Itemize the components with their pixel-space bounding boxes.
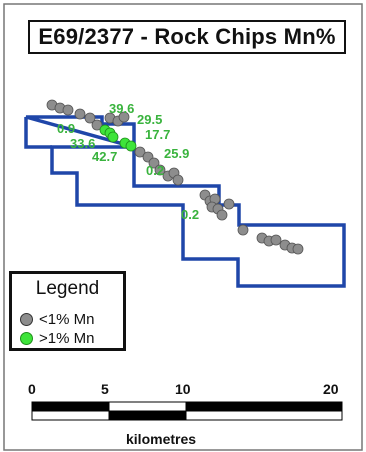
sample-label: 0.9: [57, 121, 75, 136]
sample-low: [216, 209, 228, 221]
sample-low: [292, 243, 304, 255]
legend-item-low: <1% Mn: [20, 311, 94, 328]
samples-high: [99, 124, 137, 152]
scale-tick-20: 20: [323, 381, 339, 397]
scale-seg-10-20: [185, 401, 343, 412]
sample-label: 0.2: [181, 207, 199, 222]
sample-label: 29.5: [137, 112, 162, 127]
sample-label: 39.6: [109, 101, 134, 116]
sample-low: [154, 164, 166, 176]
legend-title: Legend: [35, 278, 100, 299]
tenement-boundary-edge: [24, 117, 52, 149]
scale-unit: kilometres: [126, 431, 197, 447]
sample-low: [172, 174, 184, 186]
sample-low: [74, 108, 86, 120]
legend: Legend <1% Mn >1% Mn: [9, 271, 126, 351]
sample-label: 42.7: [92, 149, 117, 164]
grey-dot-icon: [20, 313, 33, 326]
sample-low: [118, 111, 130, 123]
sample-low: [62, 104, 74, 116]
legend-item-high: >1% Mn: [20, 330, 94, 347]
scale-seg-low-0-5: [31, 410, 110, 421]
sample-low: [237, 224, 249, 236]
sample-label: 0.2: [146, 163, 164, 178]
map-title: E69/2377 - Rock Chips Mn%: [28, 20, 346, 54]
sample-low: [148, 157, 160, 169]
sample-label: 33.6: [70, 136, 95, 151]
sample-low: [134, 146, 146, 158]
scale-tick-10: 10: [175, 381, 191, 397]
scale-bar: [31, 401, 343, 421]
scale-tick-0: 0: [28, 381, 36, 397]
legend-high-label: >1% Mn: [39, 330, 95, 347]
scale-seg-low-10-20: [185, 410, 343, 421]
sample-high: [107, 131, 119, 143]
sample-low: [223, 198, 235, 210]
sample-low: [91, 119, 103, 131]
sample-label: 25.9: [164, 146, 189, 161]
sample-low: [270, 234, 282, 246]
sample-high: [125, 140, 137, 152]
scale-seg-5-10: [108, 401, 187, 412]
scale-tick-5: 5: [101, 381, 109, 397]
sample-low: [84, 112, 96, 124]
samples-low: [46, 99, 304, 255]
sample-label: 17.7: [145, 127, 170, 142]
scale-seg-0-5: [31, 401, 110, 412]
scale-seg-low-5-10: [108, 410, 187, 421]
green-dot-icon: [20, 332, 33, 345]
legend-low-label: <1% Mn: [39, 311, 95, 328]
